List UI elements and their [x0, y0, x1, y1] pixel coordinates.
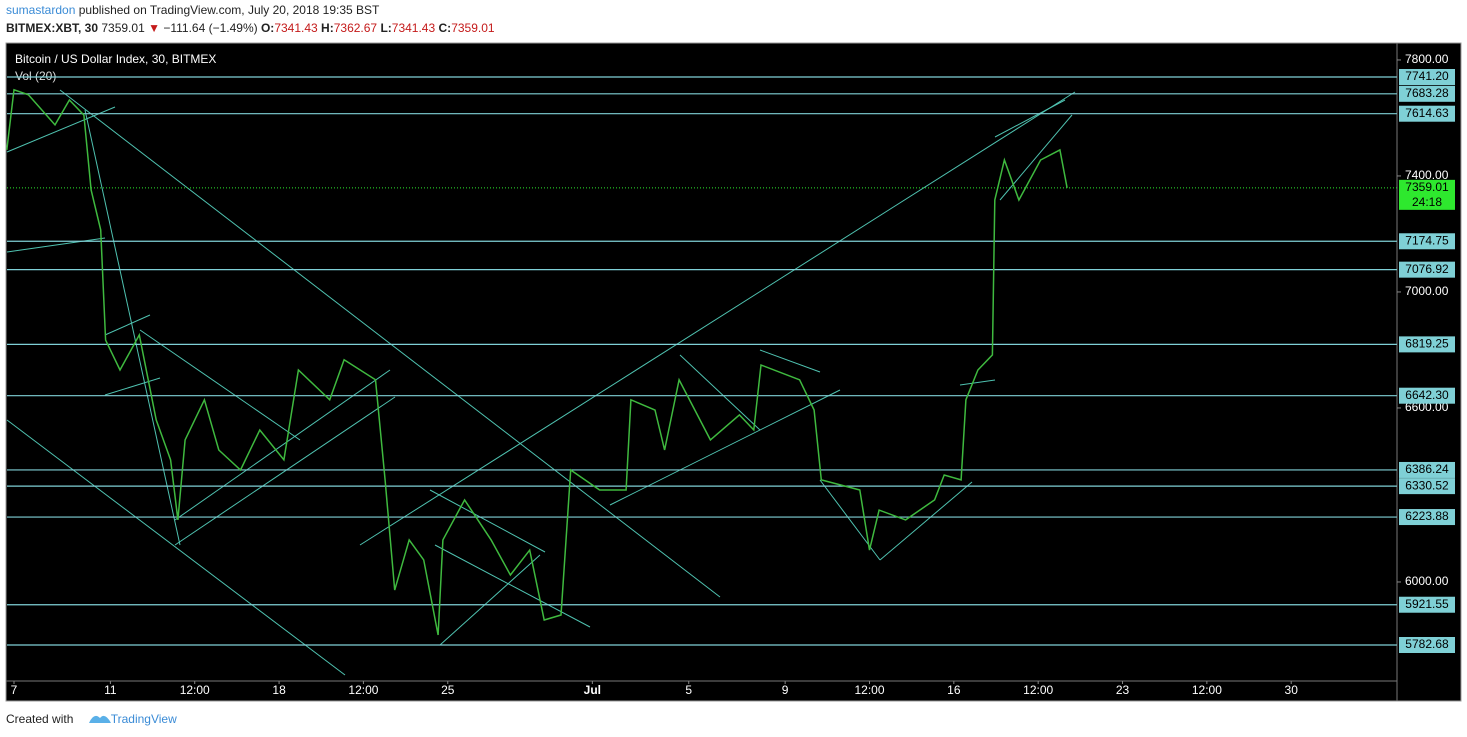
trendline [429, 489, 546, 553]
trendline [59, 89, 721, 598]
level-label: 7174.75 [1405, 233, 1449, 247]
created-with: Created with [6, 712, 74, 726]
trendline [139, 329, 301, 441]
level-label-box [1399, 69, 1455, 86]
symbol: BITMEX:XBT, 30 [6, 21, 99, 35]
trendline [174, 369, 391, 521]
level-label-box [1399, 478, 1455, 495]
level-label: 6223.88 [1405, 509, 1449, 523]
x-tick-label: 12:00 [180, 683, 210, 697]
trendline [6, 106, 116, 153]
trendline [999, 114, 1073, 201]
l-label: L: [380, 21, 392, 35]
x-tick-label: 9 [782, 683, 789, 697]
level-label-box [1399, 387, 1455, 404]
level-label: 5782.68 [1405, 637, 1449, 651]
brand[interactable]: TradingView [110, 712, 177, 726]
level-label-box [1399, 336, 1455, 353]
x-tick-label: Jul [584, 683, 601, 697]
y-tick-label: 7000.00 [1405, 284, 1449, 298]
current-price-label: 7359.01 [1405, 180, 1449, 194]
x-tick-label: 12:00 [348, 683, 378, 697]
chart-background [5, 42, 1462, 702]
x-tick-label: 11 [104, 683, 117, 697]
level-label: 6386.24 [1405, 462, 1449, 476]
trendline [439, 554, 541, 646]
trendline [84, 109, 181, 546]
current-price-box [1399, 179, 1455, 210]
header-line-2: BITMEX:XBT, 30 7359.01 ▼ −111.64 (−1.49%… [6, 21, 495, 35]
volume-legend: Vol (20) [15, 69, 56, 83]
y-tick-label: 7400.00 [1405, 168, 1449, 182]
x-tick-label: 30 [1285, 683, 1299, 697]
trendline [6, 237, 106, 253]
trendline [879, 481, 973, 561]
down-arrow: ▼ [148, 21, 160, 35]
x-tick-label: 18 [272, 683, 286, 697]
x-tick-label: 12:00 [854, 683, 884, 697]
level-label: 6642.30 [1405, 388, 1449, 402]
h-label: H: [321, 21, 334, 35]
trendline [104, 377, 161, 396]
brand-logo [89, 715, 111, 723]
y-tick-label: 6000.00 [1405, 574, 1449, 588]
level-label: 7614.63 [1405, 106, 1449, 120]
chart-title: Bitcoin / US Dollar Index, 30, BITMEX [15, 52, 216, 66]
x-tick-label: 25 [441, 683, 455, 697]
countdown: 24:18 [1412, 195, 1442, 209]
level-label-box [1399, 233, 1455, 250]
high: 7362.67 [333, 21, 378, 35]
trendlines [6, 89, 1076, 676]
x-tick-label: 7 [11, 683, 18, 697]
trendline [434, 544, 591, 628]
low: 7341.43 [391, 21, 436, 35]
level-label: 7076.92 [1405, 262, 1449, 276]
x-tick-label: 16 [947, 683, 961, 697]
last: 7359.01 [101, 21, 145, 35]
o-label: O: [260, 21, 275, 35]
trendline [679, 354, 761, 431]
level-label-box [1399, 85, 1455, 102]
trendline [759, 349, 821, 373]
trendline [959, 379, 996, 386]
level-label-box [1399, 105, 1455, 122]
level-label-box [1399, 461, 1455, 478]
level-label: 7741.20 [1405, 69, 1449, 83]
trendline [104, 314, 151, 336]
published: published on TradingView.com, July 20, 2… [78, 3, 380, 17]
level-label-box [1399, 509, 1455, 526]
level-label: 6819.25 [1405, 337, 1449, 351]
close: 7359.01 [451, 21, 495, 35]
x-tick-label: 12:00 [1023, 683, 1053, 697]
level-label-box [1399, 261, 1455, 278]
level-label: 7683.28 [1405, 86, 1449, 100]
change: −111.64 (−1.49%) [163, 21, 258, 35]
footer: Created with TradingView [6, 712, 177, 726]
trendline [6, 419, 346, 676]
author[interactable]: sumastardon [6, 3, 76, 17]
level-label: 5921.55 [1405, 597, 1449, 611]
x-tick-label: 5 [685, 683, 692, 697]
header-line-1: sumastardon published on TradingView.com… [6, 3, 379, 17]
trendline [994, 99, 1066, 138]
y-tick-label: 7800.00 [1405, 52, 1449, 66]
level-label: 6330.52 [1405, 478, 1449, 492]
x-tick-label: 23 [1116, 683, 1130, 697]
price-line [6, 88, 1068, 636]
c-label: C: [438, 21, 452, 35]
chart: Bitcoin / US Dollar Index, 30, BITMEX Vo… [5, 42, 1462, 702]
level-label-box [1399, 637, 1455, 654]
x-tick-label: 12:00 [1192, 683, 1222, 697]
open: 7341.43 [274, 21, 318, 35]
level-label-box [1399, 596, 1455, 613]
trendline [174, 396, 396, 546]
